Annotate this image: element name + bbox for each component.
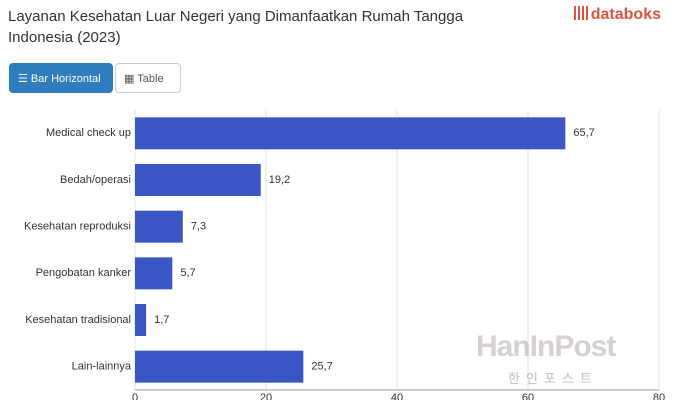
button-label: Table (137, 73, 164, 85)
x-tick-label: 40 (391, 392, 403, 400)
value-label: 65,7 (573, 127, 594, 139)
value-label: 19,2 (269, 174, 290, 186)
value-label: 1,7 (154, 314, 169, 326)
table-button[interactable]: ▦ Table (115, 63, 181, 93)
value-label: 7,3 (191, 221, 206, 233)
logo: databoks (573, 6, 661, 24)
y-tick-label: Lain-lainnya (72, 361, 132, 373)
bar (135, 117, 566, 150)
x-tick-label: 0 (132, 392, 138, 400)
watermark: HanInPost (476, 330, 616, 363)
chart-title: Layanan Kesehatan Luar Negeri yang Diman… (8, 8, 464, 46)
watermark-subtitle: 한인포스트 (508, 371, 598, 386)
y-tick-label: Bedah/operasi (60, 174, 131, 186)
bar (135, 257, 173, 290)
y-tick-label: Kesehatan reproduksi (24, 221, 131, 233)
value-label: 5,7 (180, 267, 195, 279)
value-label: 25,7 (311, 361, 332, 373)
y-tick-label: Pengobatan kanker (36, 267, 132, 279)
logo-text: databoks (590, 6, 661, 23)
x-tick-label: 80 (653, 392, 665, 400)
x-tick-label: 60 (522, 392, 534, 400)
bar-button[interactable]: ☰ Bar Horizontal (9, 63, 113, 93)
bar (135, 350, 304, 383)
bar (135, 210, 183, 243)
bar (135, 304, 147, 336)
y-tick-label: Kesehatan tradisional (25, 314, 131, 326)
button-label: Bar Horizontal (30, 73, 101, 85)
x-tick-label: 20 (260, 392, 272, 400)
bar (135, 164, 261, 196)
y-tick-label: Medical check up (46, 127, 131, 139)
